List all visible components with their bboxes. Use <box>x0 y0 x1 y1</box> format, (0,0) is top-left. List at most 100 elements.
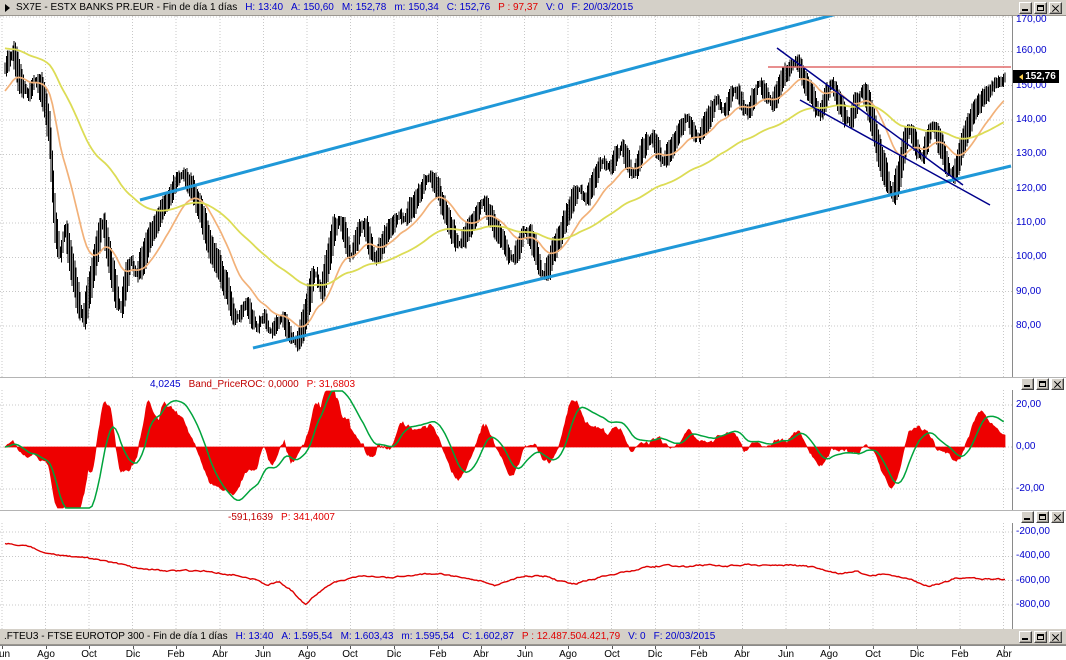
x-axis-label: Feb <box>951 649 969 660</box>
fteu3-close-button[interactable] <box>1049 630 1064 643</box>
title-segment: C: 1.602,87 <box>462 631 514 642</box>
x-axis-label: Oct <box>604 649 620 660</box>
x-axis-tick <box>917 646 918 649</box>
x-axis-tick <box>307 646 308 649</box>
title-segment: 4,0245 <box>150 378 181 390</box>
x-axis-tick <box>655 646 656 649</box>
spread-minimize-button[interactable] <box>1021 511 1034 523</box>
y-axis-label: -600,00 <box>1016 574 1050 586</box>
roc-axis[interactable] <box>1012 390 1066 510</box>
y-axis-label: 20,00 <box>1016 399 1042 410</box>
title-segment: V: 0 <box>546 2 564 13</box>
x-axis-tick <box>263 646 264 649</box>
main-close-button[interactable] <box>1049 1 1062 14</box>
roc-signal-line <box>4 390 1005 509</box>
roc-header-text: 4,0245 Band_PriceROC: 0,0000 P: 31,6803 <box>0 379 363 390</box>
spread-line <box>4 542 1005 606</box>
title-segment: V: 0 <box>628 631 646 642</box>
roc-minimize-button[interactable] <box>1021 378 1034 390</box>
main-minimize-button[interactable] <box>1019 1 1032 14</box>
roc-maximize-button[interactable] <box>1036 378 1049 390</box>
last-price-value: 152,76 <box>1025 71 1056 82</box>
spread-close-button[interactable] <box>1051 511 1064 523</box>
x-axis-label: Oct <box>342 649 358 660</box>
main-grid <box>0 16 1012 377</box>
title-segment: H: 13:40 <box>245 2 284 13</box>
y-axis-label: 80,00 <box>1016 319 1042 331</box>
title-segment: P : 12.487.504.421,79 <box>521 631 621 642</box>
main-chart-plot[interactable] <box>0 16 1012 377</box>
x-axis-tick <box>89 646 90 649</box>
roc-close-button[interactable] <box>1051 378 1064 390</box>
y-axis-label: 150,00 <box>1016 79 1047 91</box>
title-segment: F: 20/03/2015 <box>653 631 716 642</box>
trend-line[interactable] <box>799 99 991 206</box>
fteu3-maximize-button[interactable] <box>1034 630 1047 643</box>
close-icon <box>1057 513 1066 522</box>
spread-panel-header[interactable]: -591,1639 P: 341,4007 <box>0 510 1066 523</box>
x-axis-label: Jun <box>0 649 11 660</box>
main-maximize-button[interactable] <box>1034 1 1047 14</box>
x-axis-label: Jun <box>516 649 534 660</box>
expander-icon[interactable] <box>5 3 10 12</box>
x-axis-tick <box>873 646 874 649</box>
x-axis-tick <box>612 646 613 649</box>
x-axis-tick <box>568 646 569 649</box>
minimize-icon <box>1024 518 1030 520</box>
fteu3-title: .FTEU3 - FTSE EUROTOP 300 - Fin de día 1… <box>2 631 723 642</box>
y-axis-label: -20,00 <box>1016 483 1045 494</box>
roc-panel-plot[interactable] <box>0 390 1012 510</box>
spread-panel-plot[interactable] <box>0 523 1012 629</box>
title-segment: A: 1.595,54 <box>281 631 333 642</box>
trend-line[interactable] <box>252 164 1012 350</box>
x-axis-tick <box>46 646 47 649</box>
main-chart-titlebar[interactable]: SX7E - ESTX BANKS PR.EUR - Fin de día 1 … <box>0 0 1066 16</box>
title-segment: M: 1.603,43 <box>340 631 394 642</box>
y-axis-label: 100,00 <box>1016 251 1047 263</box>
close-icon <box>1057 380 1066 389</box>
y-axis-label: 140,00 <box>1016 113 1047 125</box>
roc-panel-header[interactable]: 4,0245 Band_PriceROC: 0,0000 P: 31,6803 <box>0 377 1066 390</box>
x-axis-tick <box>525 646 526 649</box>
title-segment: P: 31,6803 <box>306 378 356 390</box>
x-axis-label: Feb <box>429 649 447 660</box>
spread-axis[interactable] <box>1012 523 1066 629</box>
spread-header-text: -591,1639 P: 341,4007 <box>0 512 343 523</box>
trend-line[interactable] <box>776 47 964 186</box>
x-axis-label: Oct <box>81 649 97 660</box>
title-segment: F: 20/03/2015 <box>571 2 634 13</box>
title-segment: C: 152,76 <box>446 2 491 13</box>
title-segment: M: 152,78 <box>341 2 387 13</box>
maximize-icon <box>1039 381 1046 387</box>
x-axis-label: Feb <box>690 649 708 660</box>
time-axis[interactable]: Jun Ago Oct Dic Feb Abr Jun Ago Oct Dic Feb Abr Jun A… <box>0 645 1066 660</box>
title-segment: SX7E - ESTX BANKS PR.EUR - Fin de día 1 … <box>16 2 238 13</box>
x-axis-tick <box>350 646 351 649</box>
x-axis-tick <box>1004 646 1005 649</box>
main-window-controls <box>1019 1 1064 14</box>
x-axis-tick <box>394 646 395 649</box>
x-axis-tick <box>2 646 3 649</box>
spread-maximize-button[interactable] <box>1036 511 1049 523</box>
close-icon <box>1055 633 1064 642</box>
y-axis-label: 90,00 <box>1016 285 1042 297</box>
trend-line[interactable] <box>139 16 848 202</box>
x-axis-tick <box>133 646 134 649</box>
fteu3-titlebar[interactable]: .FTEU3 - FTSE EUROTOP 300 - Fin de día 1… <box>0 629 1066 645</box>
price-bars <box>4 41 1006 352</box>
x-axis-label: Jun <box>777 649 795 660</box>
title-segment: P : 97,37 <box>498 2 539 13</box>
title-segment: H: 13:40 <box>235 631 274 642</box>
x-axis-label: Ago <box>298 649 316 660</box>
x-axis-label: Ago <box>37 649 55 660</box>
price-marker-arrow-icon <box>1016 73 1024 80</box>
x-axis-tick <box>829 646 830 649</box>
x-axis-label: Oct <box>865 649 881 660</box>
fteu3-minimize-button[interactable] <box>1019 630 1032 643</box>
title-segment: Band_PriceROC: 0,0000 <box>188 378 299 390</box>
x-axis-label: Dic <box>386 649 402 660</box>
x-axis-tick <box>481 646 482 649</box>
x-axis-label: Dic <box>909 649 925 660</box>
roc-window-controls <box>1021 378 1066 390</box>
